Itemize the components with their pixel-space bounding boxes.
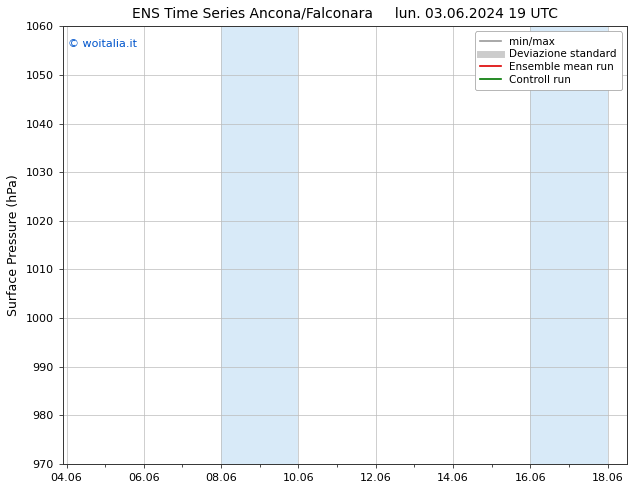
Bar	[221, 26, 260, 464]
Bar	[531, 26, 569, 464]
Bar	[260, 26, 299, 464]
Legend: min/max, Deviazione standard, Ensemble mean run, Controll run: min/max, Deviazione standard, Ensemble m…	[475, 31, 622, 90]
Bar	[569, 26, 608, 464]
Text: © woitalia.it: © woitalia.it	[68, 39, 138, 49]
Title: ENS Time Series Ancona/Falconara     lun. 03.06.2024 19 UTC: ENS Time Series Ancona/Falconara lun. 03…	[132, 7, 558, 21]
Y-axis label: Surface Pressure (hPa): Surface Pressure (hPa)	[7, 174, 20, 316]
